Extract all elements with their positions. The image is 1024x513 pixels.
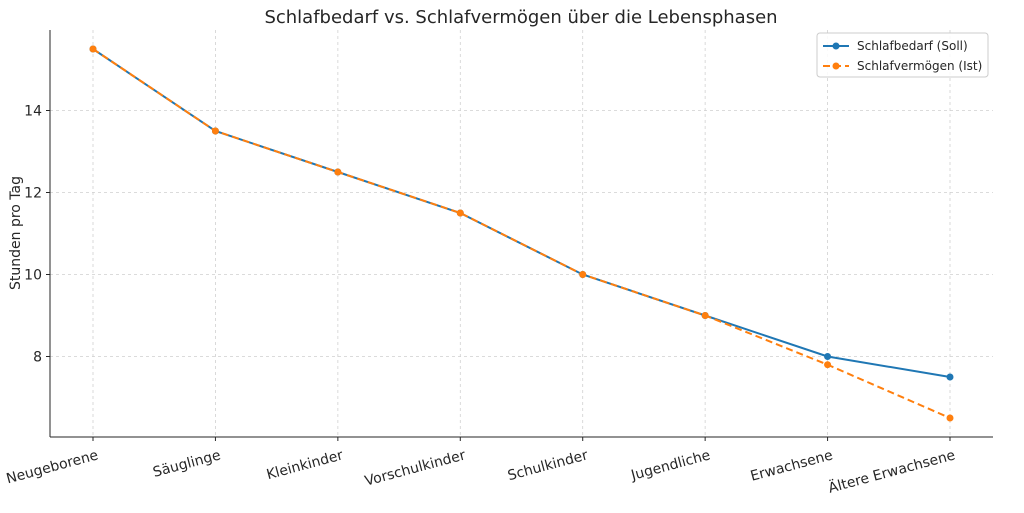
legend-box	[816, 32, 989, 78]
grid-lines	[50, 30, 993, 437]
x-tick-label: Neugeborene	[5, 447, 100, 487]
series-lines	[89, 45, 954, 422]
series-point-1	[456, 209, 464, 217]
x-tick-label: Säuglinge	[151, 447, 222, 480]
series-point-1	[824, 361, 832, 369]
y-tick-label: 12	[24, 186, 42, 202]
x-tick-label: Ältere Erwachsene	[826, 445, 957, 496]
chart-title: Schlafbedarf vs. Schlafvermögen über die…	[264, 7, 777, 28]
y-axis-label: Stunden pro Tag	[8, 176, 24, 290]
axes	[49, 30, 993, 438]
legend-label-1: Schlafvermögen (Ist)	[857, 59, 982, 73]
legend-marker-1	[832, 62, 840, 70]
y-tick-label: 14	[24, 104, 42, 120]
x-tick-label: Schulkinder	[506, 447, 590, 484]
series-point-1	[701, 312, 709, 319]
legend: Schlafbedarf (Soll) Schlafvermögen (Ist)	[816, 32, 989, 78]
series-point-1	[946, 414, 954, 422]
x-tick-label: Vorschulkinder	[363, 447, 467, 489]
series-point-0	[946, 373, 954, 381]
y-tick-label: 8	[33, 350, 42, 366]
legend-marker-0	[832, 42, 840, 50]
x-tick-label: Erwachsene	[749, 447, 835, 484]
series-line-0	[92, 48, 951, 378]
series-point-0	[824, 353, 832, 360]
x-tick-label: Jugendliche	[629, 447, 713, 484]
series-point-1	[334, 168, 342, 176]
series-point-1	[579, 271, 587, 278]
series-line-1	[92, 48, 951, 419]
series-point-1	[89, 45, 97, 53]
series-point-1	[211, 127, 219, 135]
y-tick-label: 10	[24, 268, 42, 284]
legend-label-0: Schlafbedarf (Soll)	[857, 39, 968, 53]
tick-labels: 8 10 12 14 Neugeborene Säuglinge Kleinkinder Vo…	[5, 104, 957, 497]
x-tick-label: Kleinkinder	[265, 447, 345, 483]
